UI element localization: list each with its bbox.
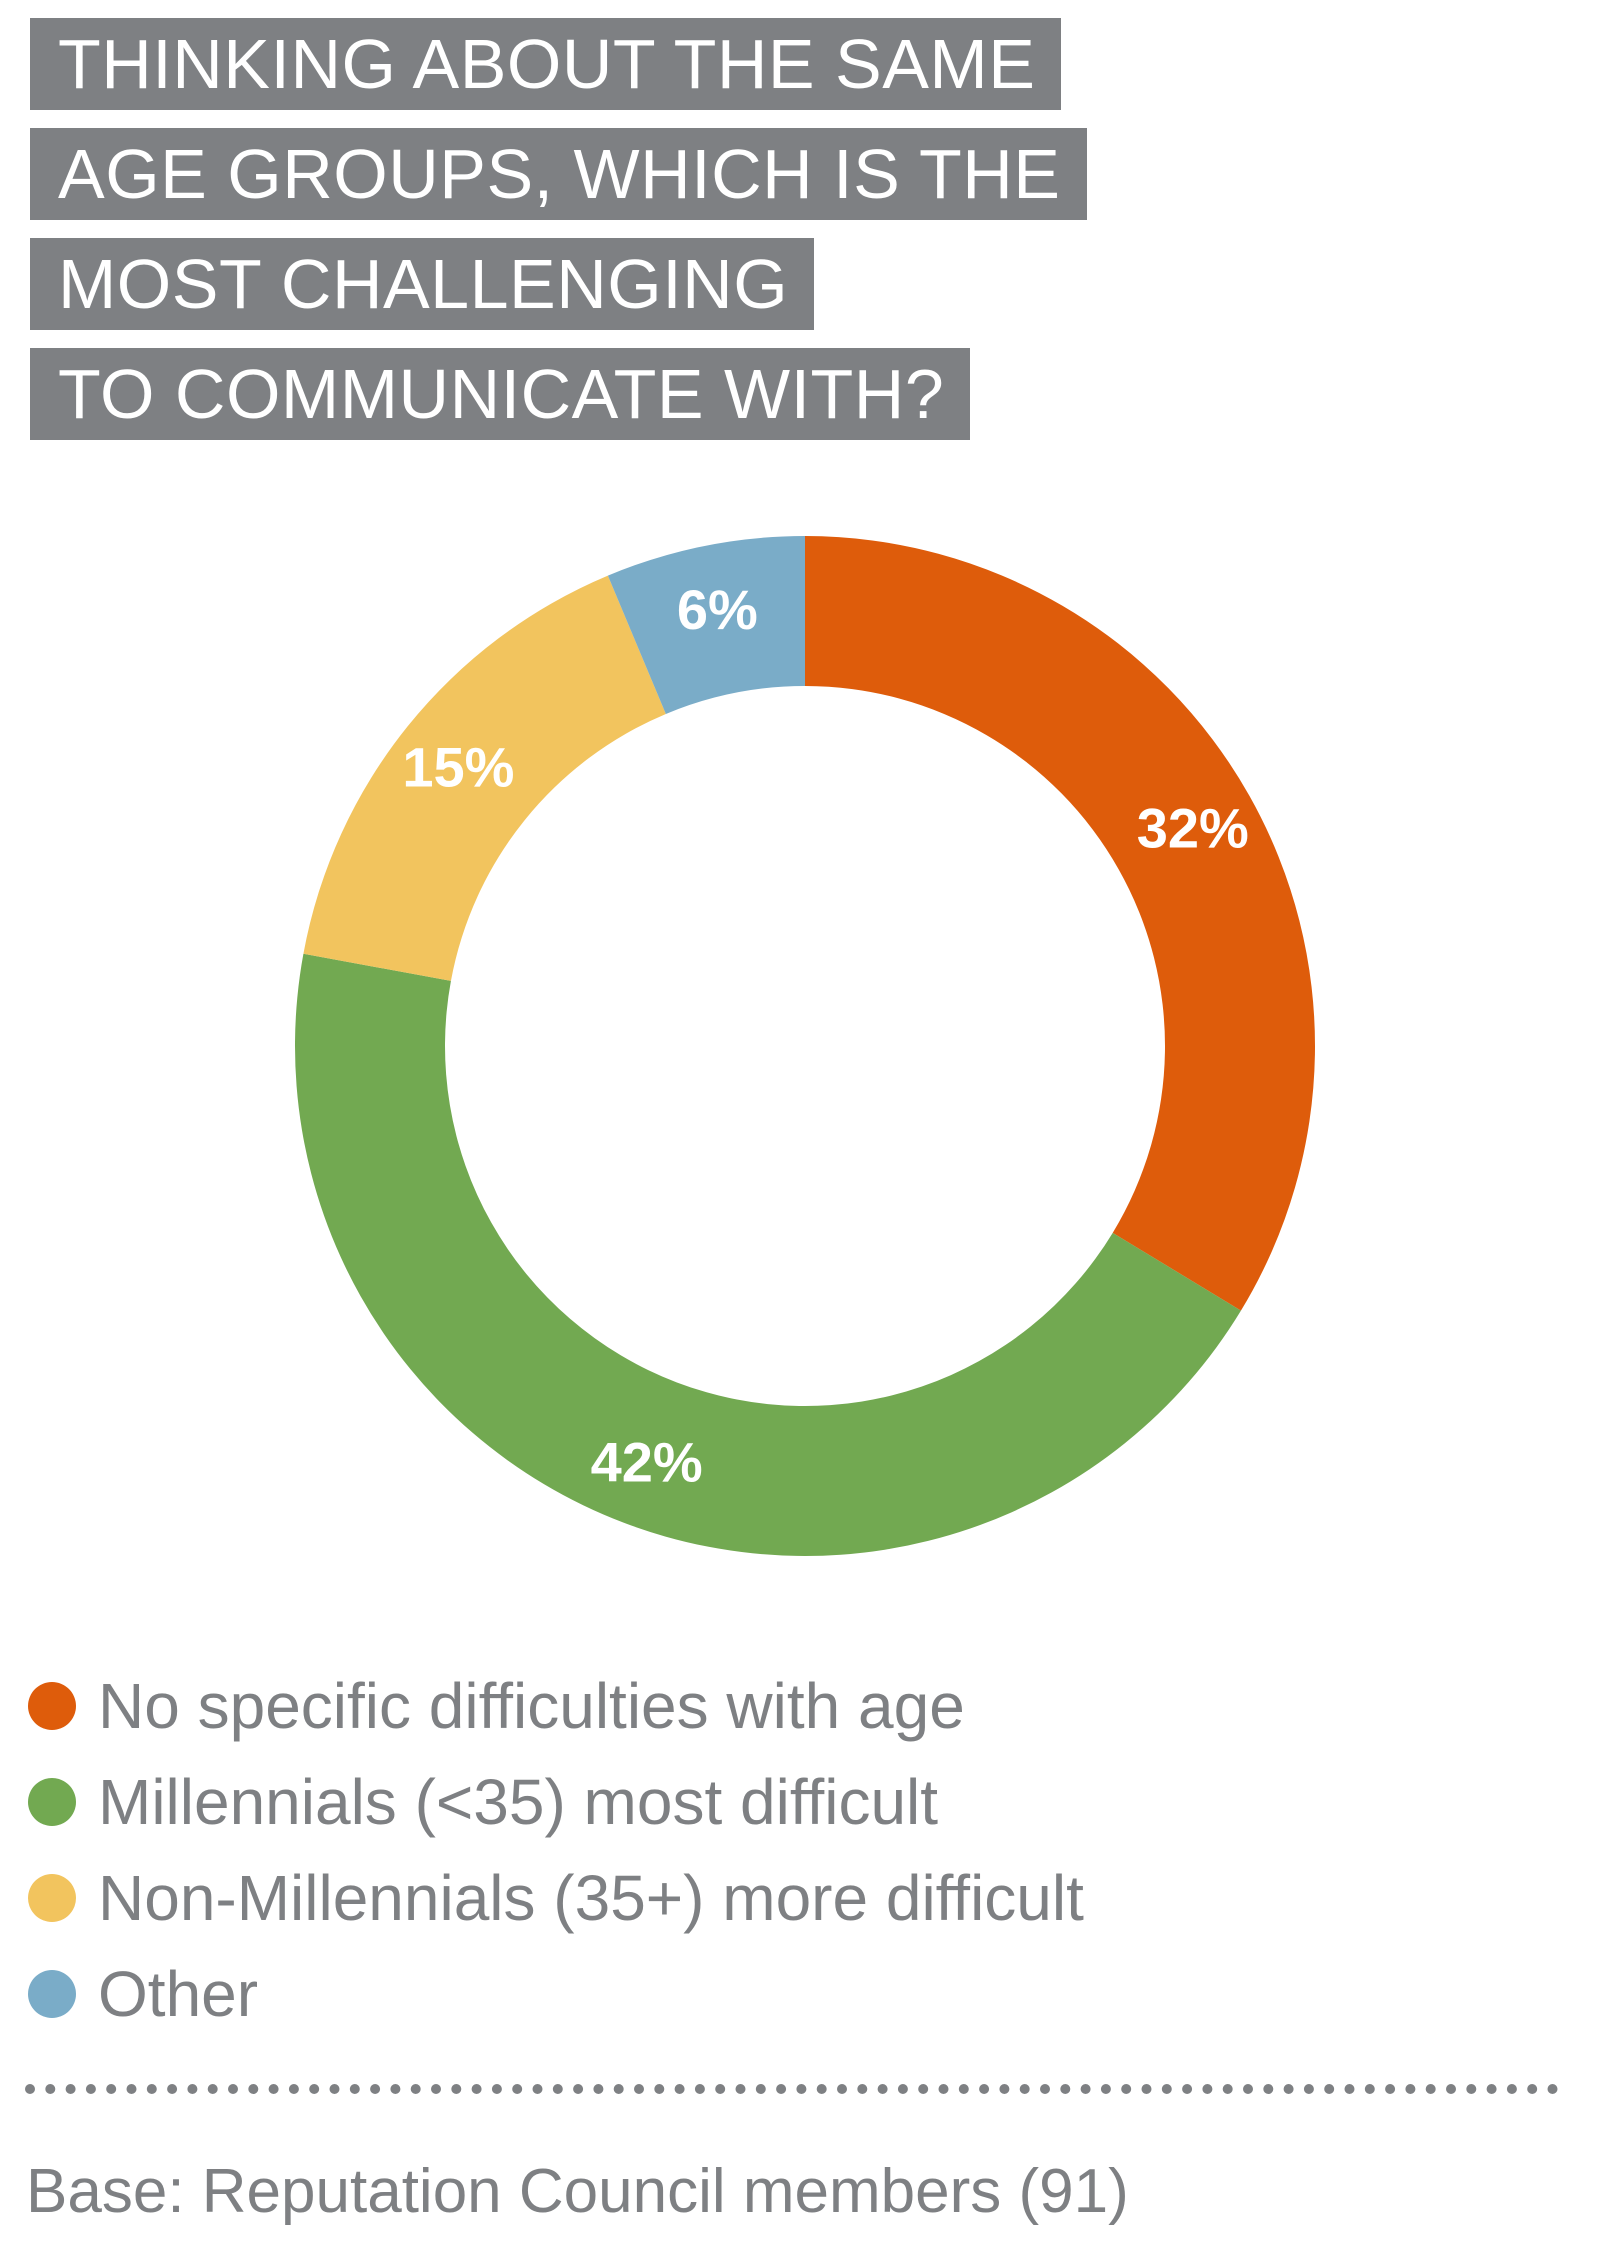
- legend-swatch: [28, 1778, 76, 1826]
- legend-swatch: [28, 1970, 76, 2018]
- donut-slice-3: [607, 536, 805, 714]
- title-line-2: AGE GROUPS, WHICH IS THE: [30, 128, 1087, 220]
- legend-item-no-specific: No specific difficulties with age: [28, 1658, 1084, 1754]
- chart-legend: No specific difficulties with age Millen…: [28, 1658, 1084, 2042]
- legend-label: Millennials (<35) most difficult: [98, 1766, 939, 1838]
- base-footnote: Base: Reputation Council members (91): [26, 2157, 1129, 2226]
- slice-label-1: 42%: [591, 1430, 703, 1493]
- legend-label: Other: [98, 1958, 259, 2030]
- donut-chart: 32% 42% 15% 6%: [294, 536, 1316, 1557]
- donut-slice-1: [294, 953, 1241, 1557]
- slice-label-2: 15%: [402, 735, 514, 798]
- donut-slice-0: [805, 536, 1316, 1311]
- legend-swatch: [28, 1874, 76, 1922]
- dotted-divider: [25, 2084, 1558, 2094]
- title-line-3: MOST CHALLENGING: [30, 238, 815, 330]
- legend-item-other: Other: [28, 1946, 1084, 2042]
- chart-title: THINKING ABOUT THE SAME AGE GROUPS, WHIC…: [30, 18, 1087, 458]
- legend-label: Non-Millennials (35+) more difficult: [98, 1862, 1084, 1934]
- title-line-1: THINKING ABOUT THE SAME: [30, 18, 1062, 110]
- legend-item-non-millennials: Non-Millennials (35+) more difficult: [28, 1850, 1084, 1946]
- legend-item-millennials: Millennials (<35) most difficult: [28, 1754, 1084, 1850]
- slice-label-0: 32%: [1137, 796, 1249, 859]
- donut-slice-2: [303, 575, 666, 981]
- title-line-4: TO COMMUNICATE WITH?: [30, 348, 971, 440]
- legend-label: No specific difficulties with age: [98, 1670, 965, 1742]
- slice-label-3: 6%: [677, 578, 758, 641]
- legend-swatch: [28, 1682, 76, 1730]
